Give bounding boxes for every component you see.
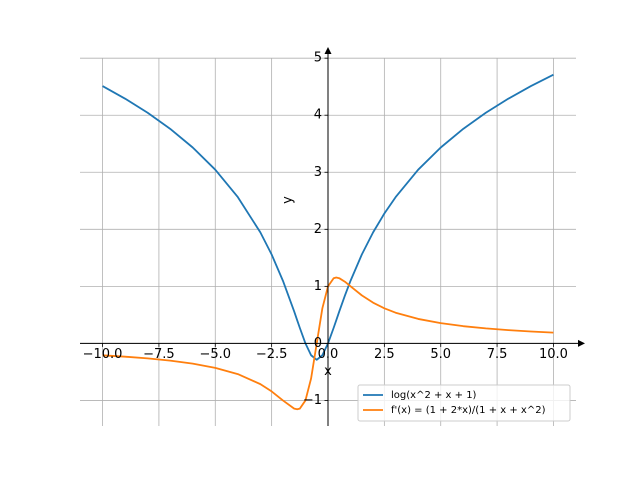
legend-box <box>357 384 571 422</box>
y-arrow <box>324 47 332 54</box>
x-tick-label: −5.0 <box>199 347 231 362</box>
y-tick-label: −1 <box>303 393 322 408</box>
y-tick-label: 5 <box>314 51 322 66</box>
x-tick-label: 10.0 <box>539 347 568 362</box>
series-line <box>102 73 554 361</box>
x-tick-label: −10.0 <box>83 347 123 362</box>
x-arrow <box>578 339 585 347</box>
x-tick-label: −7.5 <box>143 347 175 362</box>
y-axis-label: y <box>281 196 296 204</box>
legend-label: f'(x) = (1 + 2*x)/(1 + x + x^2) <box>391 405 546 416</box>
y-tick-label: 3 <box>314 165 322 180</box>
x-tick-label: 7.5 <box>487 347 508 362</box>
axes: −10.0 −7.5 −5.0 −2.5 0.0 2.5 5.0 7.5 10.0−101234… <box>80 47 585 426</box>
x-tick-label: −2.5 <box>256 347 288 362</box>
x-tick-label: 5.0 <box>430 347 451 362</box>
lines <box>102 73 554 411</box>
y-tick-label: 4 <box>314 108 322 123</box>
legend: log(x^2 + x + 1) f'(x) = (1 + 2*x)/(1 + x… <box>357 384 571 422</box>
y-tick-label: 1 <box>314 279 322 294</box>
y-tick-label: 2 <box>314 222 322 237</box>
series-line <box>102 276 554 411</box>
x-tick-label: 2.5 <box>374 347 395 362</box>
x-axis-label: x <box>324 364 332 379</box>
legend-label: log(x^2 + x + 1) <box>391 390 477 401</box>
